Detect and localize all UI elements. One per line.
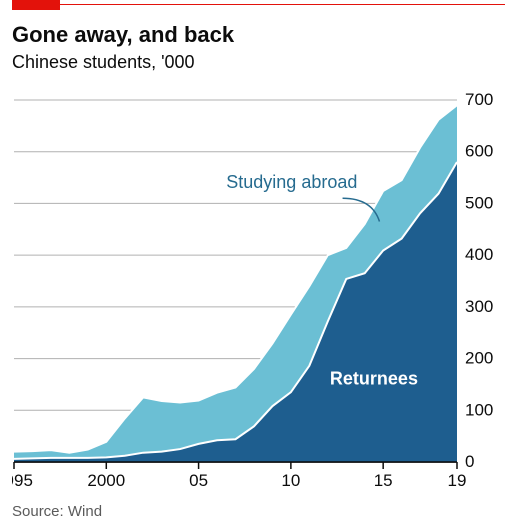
y-tick-label: 500 [465, 193, 493, 212]
chart-svg: 0 100 200 300 400 500 600 700 1995 2000 05 10 15 19 St… [12, 90, 505, 490]
header-accent-tab [12, 0, 60, 10]
header-rule [12, 4, 505, 5]
label-studying-abroad: Studying abroad [226, 172, 357, 192]
source-prefix: Source: [12, 503, 68, 520]
chart-title: Gone away, and back [12, 22, 234, 48]
y-tick-label: 100 [465, 400, 493, 419]
y-tick-label: 700 [465, 90, 493, 109]
y-tick-label: 200 [465, 349, 493, 368]
source-line: Source: Wind [12, 503, 102, 520]
chart-area: 0 100 200 300 400 500 600 700 1995 2000 05 10 15 19 St… [12, 90, 505, 490]
x-tick-label: 10 [281, 471, 300, 490]
x-tick-label: 2000 [87, 471, 125, 490]
y-tick-label: 300 [465, 297, 493, 316]
y-tick-label: 400 [465, 245, 493, 264]
x-tick-label: 19 [448, 471, 467, 490]
chart-subtitle: Chinese students, '000 [12, 52, 195, 73]
y-tick-label: 600 [465, 142, 493, 161]
x-tick-label: 1995 [12, 471, 33, 490]
x-tick-label: 05 [189, 471, 208, 490]
source-name: Wind [68, 503, 102, 520]
x-tick-label: 15 [374, 471, 393, 490]
label-returnees: Returnees [330, 368, 418, 388]
y-tick-label: 0 [465, 452, 474, 471]
